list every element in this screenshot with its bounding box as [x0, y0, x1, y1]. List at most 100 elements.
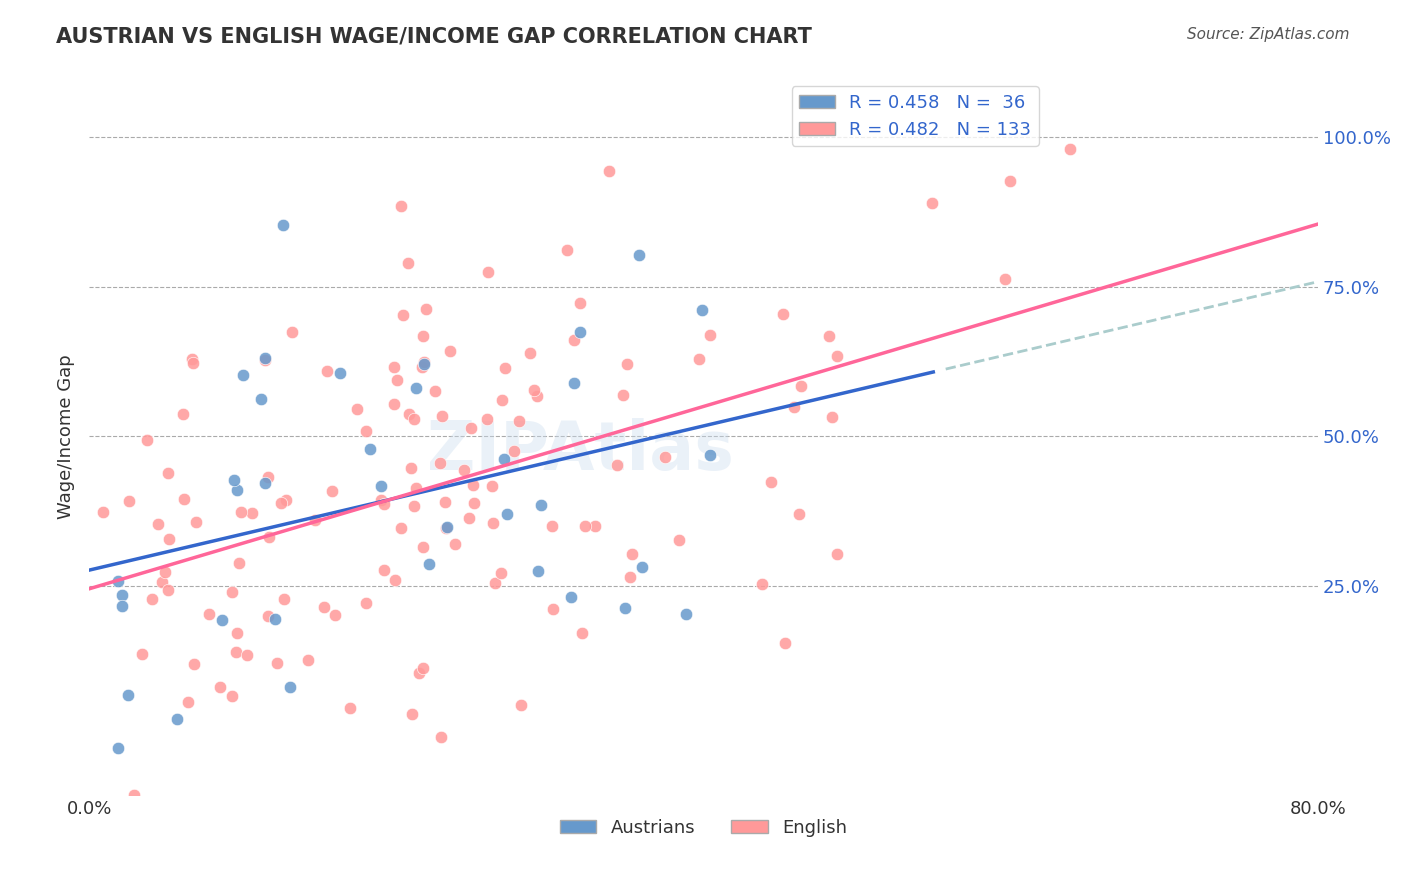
Point [228, 556, 250, 570]
Point [166, 712, 188, 726]
Point [150, 574, 173, 589]
Point [415, 302, 437, 317]
Point [257, 469, 280, 483]
Point [222, 473, 245, 487]
Point [173, 492, 195, 507]
Point [373, 497, 395, 511]
Point [118, 493, 141, 508]
Point [526, 389, 548, 403]
Point [530, 498, 553, 512]
Point [481, 479, 503, 493]
Point [273, 591, 295, 606]
Point [157, 582, 180, 597]
Point [398, 407, 420, 421]
Point [568, 325, 591, 339]
Point [211, 613, 233, 627]
Point [453, 463, 475, 477]
Point [527, 564, 550, 578]
Point [401, 707, 423, 722]
Point [253, 351, 276, 365]
Point [370, 479, 392, 493]
Point [225, 626, 247, 640]
Point [571, 626, 593, 640]
Point [405, 381, 427, 395]
Point [183, 356, 205, 370]
Point [323, 608, 346, 623]
Point [613, 601, 636, 615]
Point [270, 495, 292, 509]
Point [271, 218, 294, 232]
Point [568, 295, 591, 310]
Point [382, 359, 405, 374]
Point [312, 599, 335, 614]
Point [209, 680, 232, 694]
Point [439, 343, 461, 358]
Point [477, 412, 499, 426]
Point [782, 401, 804, 415]
Point [495, 361, 517, 376]
Point [429, 730, 451, 744]
Point [278, 680, 301, 694]
Point [404, 411, 426, 425]
Point [339, 701, 361, 715]
Point [157, 466, 180, 480]
Point [612, 387, 634, 401]
Point [231, 368, 253, 382]
Point [460, 421, 482, 435]
Point [413, 357, 436, 371]
Point [772, 307, 794, 321]
Point [412, 355, 434, 369]
Point [434, 521, 457, 535]
Point [389, 199, 412, 213]
Point [461, 478, 484, 492]
Point [384, 573, 406, 587]
Point [482, 516, 505, 530]
Point [346, 401, 368, 416]
Point [699, 448, 721, 462]
Point [370, 492, 392, 507]
Point [157, 532, 180, 546]
Point [111, 588, 134, 602]
Point [404, 499, 426, 513]
Point [257, 531, 280, 545]
Point [668, 533, 690, 547]
Point [555, 243, 578, 257]
Point [229, 505, 252, 519]
Point [408, 665, 430, 680]
Point [503, 444, 526, 458]
Point [240, 506, 263, 520]
Point [821, 409, 844, 424]
Point [458, 511, 481, 525]
Point [225, 483, 247, 497]
Text: Source: ZipAtlas.com: Source: ZipAtlas.com [1187, 27, 1350, 42]
Point [107, 740, 129, 755]
Point [699, 327, 721, 342]
Point [562, 333, 585, 347]
Point [304, 513, 326, 527]
Point [921, 196, 943, 211]
Point [484, 575, 506, 590]
Point [382, 397, 405, 411]
Point [508, 413, 530, 427]
Point [759, 475, 782, 490]
Point [141, 591, 163, 606]
Point [436, 520, 458, 534]
Point [463, 495, 485, 509]
Point [399, 461, 422, 475]
Point [124, 788, 146, 802]
Point [225, 645, 247, 659]
Point [257, 608, 280, 623]
Point [253, 353, 276, 368]
Point [491, 392, 513, 407]
Point [250, 392, 273, 406]
Point [197, 607, 219, 622]
Point [396, 256, 419, 270]
Point [136, 434, 159, 448]
Point [412, 328, 434, 343]
Point [492, 452, 515, 467]
Point [117, 689, 139, 703]
Point [430, 409, 453, 424]
Point [998, 173, 1021, 187]
Point [297, 653, 319, 667]
Point [825, 349, 848, 363]
